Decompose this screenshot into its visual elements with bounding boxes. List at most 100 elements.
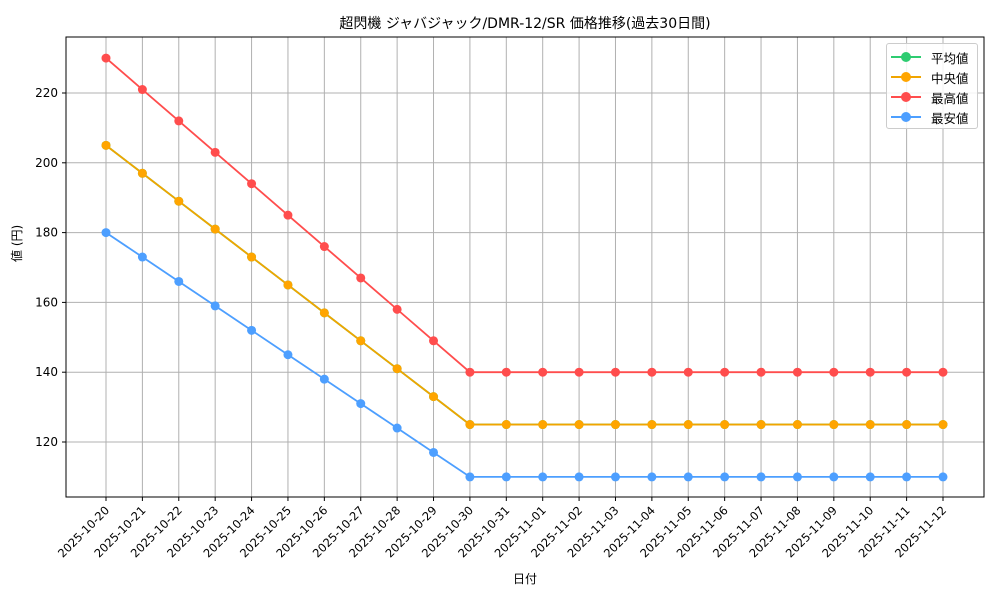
y-tick-label: 220 xyxy=(35,86,58,100)
data-point xyxy=(319,242,329,252)
y-axis-label: 値 (円) xyxy=(10,224,24,262)
series-最安値 xyxy=(101,228,948,482)
plot-frame xyxy=(65,36,985,498)
data-point xyxy=(756,367,766,377)
series-平均値 xyxy=(101,140,948,430)
data-point xyxy=(137,252,147,262)
x-axis-ticks: 2025-10-202025-10-212025-10-222025-10-23… xyxy=(55,497,949,560)
legend-label: 最高値 xyxy=(931,90,969,106)
chart-title: 超閃機 ジャバジャック/DMR-12/SR 価格推移(過去30日間) xyxy=(339,16,711,32)
data-point xyxy=(210,224,220,234)
data-point xyxy=(429,336,439,346)
legend-item-median: 中央値 xyxy=(891,67,973,87)
legend-marker-icon xyxy=(891,92,921,102)
data-point xyxy=(902,472,912,482)
legend: 平均値 中央値 最高値 最安値 xyxy=(886,43,978,129)
data-point xyxy=(210,301,220,311)
legend-item-max: 最高値 xyxy=(891,87,973,107)
data-point xyxy=(501,420,511,430)
data-point xyxy=(610,420,620,430)
data-point xyxy=(247,179,257,189)
data-point xyxy=(865,472,875,482)
legend-marker-icon xyxy=(891,112,921,122)
y-tick-label: 180 xyxy=(35,226,58,240)
legend-item-min: 最安値 xyxy=(891,107,973,127)
data-point xyxy=(429,392,439,402)
legend-marker-icon xyxy=(891,72,921,82)
data-point xyxy=(647,367,657,377)
data-point xyxy=(283,350,293,360)
y-tick-label: 200 xyxy=(35,156,58,170)
data-point xyxy=(574,367,584,377)
data-point xyxy=(392,423,402,433)
data-point xyxy=(247,325,257,335)
data-point xyxy=(938,420,948,430)
data-point xyxy=(319,374,329,384)
data-point xyxy=(720,472,730,482)
data-point xyxy=(174,276,184,286)
data-point xyxy=(865,367,875,377)
data-point xyxy=(101,228,111,238)
data-point xyxy=(938,367,948,377)
x-axis-label: 日付 xyxy=(512,572,537,586)
data-point xyxy=(283,210,293,220)
y-tick-label: 140 xyxy=(35,365,58,379)
data-point xyxy=(174,196,184,206)
data-point xyxy=(902,367,912,377)
data-point xyxy=(429,447,439,457)
data-point xyxy=(174,116,184,126)
data-point xyxy=(538,472,548,482)
legend-item-average: 平均値 xyxy=(891,47,973,67)
series-中央値 xyxy=(101,140,948,430)
data-point xyxy=(101,53,111,63)
data-point xyxy=(756,420,766,430)
legend-label: 中央値 xyxy=(931,70,969,86)
data-point xyxy=(865,420,875,430)
data-point xyxy=(356,273,366,283)
data-point xyxy=(465,367,475,377)
data-point xyxy=(792,472,802,482)
grid-lines xyxy=(66,37,984,497)
data-point xyxy=(538,420,548,430)
data-point xyxy=(574,472,584,482)
data-point xyxy=(829,420,839,430)
data-point xyxy=(647,472,657,482)
series-最高値 xyxy=(101,53,948,377)
data-point xyxy=(792,420,802,430)
data-point xyxy=(683,367,693,377)
data-point xyxy=(720,367,730,377)
data-point xyxy=(683,472,693,482)
data-point xyxy=(938,472,948,482)
data-point xyxy=(683,420,693,430)
data-point xyxy=(647,420,657,430)
data-point xyxy=(538,367,548,377)
data-point xyxy=(247,252,257,262)
data-point xyxy=(392,364,402,374)
data-point xyxy=(902,420,912,430)
legend-marker-icon xyxy=(891,52,921,62)
data-point xyxy=(356,336,366,346)
data-point xyxy=(210,147,220,157)
data-point xyxy=(792,367,802,377)
data-point xyxy=(501,367,511,377)
data-point xyxy=(465,472,475,482)
y-tick-label: 160 xyxy=(35,295,58,309)
data-point xyxy=(356,399,366,409)
data-point xyxy=(465,420,475,430)
legend-label: 平均値 xyxy=(931,50,969,66)
data-point xyxy=(574,420,584,430)
data-point xyxy=(610,367,620,377)
data-point xyxy=(610,472,620,482)
data-point xyxy=(319,308,329,318)
y-axis-ticks: 120 140 160 180 200 220 xyxy=(35,86,66,449)
series-lines xyxy=(101,53,948,482)
y-tick-label: 120 xyxy=(35,435,58,449)
data-point xyxy=(137,168,147,178)
legend-label: 最安値 xyxy=(931,110,969,126)
data-point xyxy=(101,140,111,150)
data-point xyxy=(283,280,293,290)
data-point xyxy=(501,472,511,482)
data-point xyxy=(829,472,839,482)
data-point xyxy=(756,472,766,482)
